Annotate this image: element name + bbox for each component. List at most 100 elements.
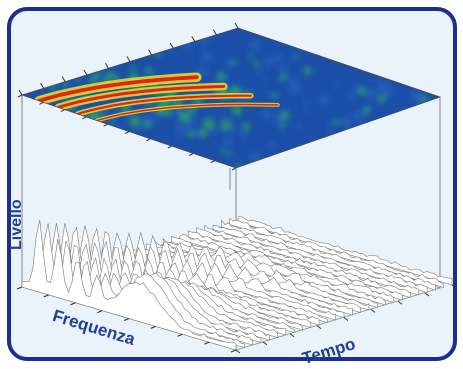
waterfall-line: [221, 219, 436, 291]
spectrogram-cell: [89, 76, 98, 85]
base-tick: [235, 349, 241, 354]
spectrogram-cell: [201, 50, 214, 63]
spectrogram-tick: [17, 94, 23, 98]
spectrogram-cell: [255, 68, 262, 75]
spectrogram-cell: [334, 83, 340, 89]
spectrogram-tick: [124, 131, 130, 134]
spectrogram-tick: [169, 42, 174, 49]
spectrogram-tick: [126, 56, 131, 62]
spectrogram-cell: [187, 129, 195, 138]
spectrogram-cell: [421, 95, 428, 102]
spectrogram-cell: [333, 119, 339, 125]
spectrogram-cell: [240, 131, 249, 139]
spectrogram-cell: [347, 93, 356, 102]
spectrogram-cell: [242, 122, 251, 131]
spectrogram-cell: [267, 142, 276, 151]
spectrogram-tick: [146, 138, 151, 142]
base-tick: [289, 333, 295, 338]
base-tick: [230, 349, 237, 353]
spectrogram-cell: [231, 105, 242, 116]
spectrogram-cell: [288, 75, 299, 87]
spectrogram-cell: [130, 65, 136, 71]
spectrogram-tick: [81, 116, 87, 120]
spectrogram-tick: [60, 109, 66, 113]
spectrogram-cell: [353, 83, 361, 91]
spectrogram-cell: [365, 87, 378, 100]
spectrogram-cell: [220, 148, 225, 153]
waterfall-line: [96, 232, 312, 328]
spectrogram-cell: [279, 73, 287, 81]
spectrogram-tick: [18, 89, 23, 96]
spectrogram-cell: [262, 77, 268, 82]
spectrogram-cell: [303, 66, 312, 75]
spectrogram-cell: [235, 128, 240, 133]
spectrogram-cell: [340, 115, 352, 127]
spectrogram-tick: [188, 152, 194, 156]
base-tick: [97, 310, 103, 314]
spectrogram-cell: [248, 54, 253, 59]
spectrogram-cell: [62, 80, 69, 88]
base-ticks: [16, 284, 457, 354]
spectrogram-cell: [327, 123, 333, 129]
spectrogram-cell: [318, 94, 330, 106]
spectrogram-cell: [370, 76, 376, 83]
spectrogram-tick: [104, 62, 109, 69]
spectrogram-cell: [105, 71, 113, 79]
spectrogram-cell: [280, 111, 290, 120]
spectrogram-cell: [249, 39, 261, 51]
spectrogram-ridge: [96, 103, 279, 122]
spectrogram-cell: [377, 95, 386, 104]
waterfall-line: [212, 225, 428, 293]
spectrogram-cell: [141, 121, 146, 126]
spectrogram-cell: [264, 90, 269, 95]
spectrogram-cell: [303, 109, 308, 114]
spectrogram-tick: [231, 167, 237, 171]
spectrogram-cell: [280, 123, 286, 129]
waterfall-line: [187, 230, 403, 301]
base-tick: [343, 317, 349, 321]
spectrogram-cell: [129, 115, 141, 127]
spectrogram-cell: [197, 99, 203, 105]
spectrogram-cell: [290, 52, 300, 62]
spectrogram-cell: [363, 107, 371, 115]
spectrogram-tick: [212, 29, 217, 35]
spectrogram-cell: [260, 108, 272, 120]
spectrogram-tick: [103, 123, 108, 127]
spectrogram-cell: [109, 118, 115, 124]
waterfall-surface: [21, 216, 453, 351]
base-tick: [123, 318, 130, 321]
spectrogram-tick: [167, 145, 173, 149]
spectrogram-cell: [377, 82, 389, 94]
base-tick: [262, 341, 268, 346]
waterfall-line: [229, 218, 445, 288]
spectrogram-tick: [39, 101, 44, 105]
base-tick: [204, 341, 210, 345]
waterfall-line: [104, 232, 320, 326]
waterfall-line: [237, 216, 453, 286]
spectrogram-cell: [216, 71, 226, 81]
spectrogram-ridge: [76, 94, 252, 116]
spectrogram-cell: [203, 118, 215, 130]
base-tick: [397, 300, 403, 305]
base-tick: [70, 302, 76, 306]
spectrogram-tick: [148, 49, 153, 56]
base-tick: [451, 284, 457, 289]
base-tick: [177, 333, 183, 337]
spectrogram-cell: [272, 53, 283, 63]
base-tick: [16, 286, 23, 290]
spectrogram-cell: [223, 137, 233, 146]
waterfall-line: [171, 235, 386, 306]
spectrogram-tick: [40, 83, 45, 89]
spectrogram-ridge: [37, 75, 199, 103]
spectrogram-tick: [234, 22, 239, 29]
base-tick: [424, 292, 430, 297]
spectrogram-cell: [367, 89, 372, 94]
spectrogram-cell: [137, 127, 143, 133]
spectrogram-cell: [225, 151, 232, 157]
spectrogram-cell: [226, 121, 234, 128]
spectrogram-cell: [199, 129, 208, 138]
spectrogram-tick: [61, 76, 66, 82]
base-tick: [43, 294, 49, 298]
spectrogram-cell: [410, 90, 423, 102]
